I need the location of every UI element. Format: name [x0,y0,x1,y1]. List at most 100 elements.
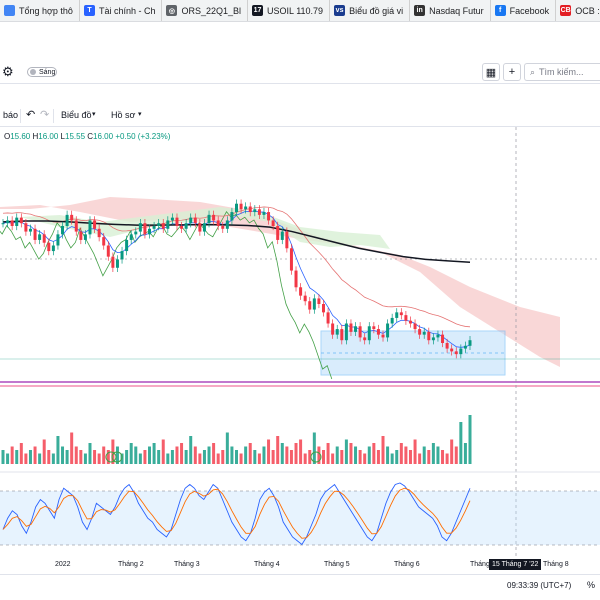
chart-area[interactable]: O15.60 H16.00 L15.55 C16.00 +0.50 (+3.23… [0,127,600,600]
volume-bar [93,450,97,464]
volume-bar [152,443,156,464]
volume-bar [422,446,426,464]
candle-body [354,326,358,332]
bookmark-item[interactable]: f Facebook [491,0,557,21]
candle-body [427,331,431,341]
bookmark-item[interactable]: 17 USOIL 110.79 [248,0,331,21]
layout-grid-icon[interactable]: ▦ [482,63,500,81]
candle-body [308,301,312,310]
volume-bar [340,450,344,464]
gear-icon[interactable]: ⚙ [2,64,14,79]
globe-icon: ◎ [166,5,178,16]
volume-bar [326,443,330,464]
candle-body [10,220,14,226]
ohlc-low-key: L [60,132,65,141]
candle-body [257,209,261,215]
volume-bar [166,453,170,464]
volume-bar [280,443,284,464]
clock[interactable]: 09:33:39 (UTC+7) [507,581,572,590]
volume-bar [244,446,248,464]
candle-body [74,220,78,232]
bookmark-label: ORS_22Q1_Bl [181,5,242,16]
volume-bar [395,450,399,464]
profile-menu-button[interactable]: Hồ sơ [111,110,136,120]
add-icon[interactable]: + [503,63,521,81]
candle-body [33,228,37,240]
volume-bar [56,436,60,464]
volume-bar [235,450,238,464]
bookmarks-bar: Tổng hợp thô T Tài chính - Ch ◎ ORS_22Q1_Bl 1… [0,0,600,22]
volume-bar [331,453,335,464]
candle-body [180,226,184,229]
volume-bar [102,446,106,464]
ohlc-low: 15.55 [65,132,86,141]
volume-bar [289,450,293,464]
volume-bar [312,432,316,464]
theme-toggle[interactable]: Sáng [27,67,57,77]
volume-bar [221,450,225,464]
volume-bar [83,453,87,464]
candle-body [216,220,220,226]
ichimoku-cloud-bearish [0,197,560,367]
candle-body [404,315,408,321]
volume-bar [88,443,92,464]
browser-content-top [0,22,600,60]
volume-bar [97,453,101,464]
volume-bar [413,439,417,464]
crosshair-date-label: 15 Tháng 7 '22 [489,559,542,570]
volume-bar [354,446,358,464]
candle-body [138,223,142,232]
candle-body [134,231,138,235]
volume-bar [450,439,454,464]
ohlc-high: 16.00 [38,132,59,141]
candle-body [340,329,344,341]
candle-body [262,212,266,215]
undo-icon[interactable]: ↶ [26,109,36,121]
candle-body [331,323,335,335]
candle-body [253,209,257,213]
candle-body [28,228,32,232]
volume-bar [408,450,412,464]
candle-body [271,220,275,226]
candle-body [129,234,133,240]
volume-bar [70,432,74,464]
candle-body [148,228,152,235]
candle-body [418,329,422,335]
time-axis-label: Tháng 6 [394,561,420,568]
bookmark-item[interactable]: vs Biểu đồ giá vi [330,0,411,21]
time-axis-label: Tháng 5 [324,561,350,568]
candle-body [431,337,435,341]
percent-toggle[interactable]: % [587,580,596,590]
candle-body [239,203,243,210]
search-input[interactable]: ⌕ Tìm kiếm... [524,63,600,81]
price-chart-svg[interactable] [0,127,600,558]
bookmark-item[interactable]: ◎ ORS_22Q1_Bl [162,0,249,21]
bookmark-item[interactable]: Tổng hợp thô [0,0,80,21]
alert-button[interactable]: báo [3,110,19,120]
candle-body [161,223,165,229]
candle-body [152,226,156,229]
volume-bar [129,443,133,464]
volume-bar [65,450,69,464]
volume-bar [267,439,271,464]
bookmark-label: Nasdaq Futur [429,5,484,16]
chart-menu-button[interactable]: Biểu đồ [61,110,92,120]
volume-bar [363,453,367,464]
candle-body [267,212,271,221]
candle-body [294,270,298,288]
ohlc-close-key: C [87,132,94,141]
candle-body [166,220,170,229]
volume-bar [257,453,261,464]
volume-bar [170,450,174,464]
tradingview-icon: T [83,5,95,16]
candle-body [111,256,115,268]
bookmark-item[interactable]: T Tài chính - Ch [80,0,163,21]
ohlc-close: 16.00 [93,132,114,141]
bookmark-label: Biểu đồ giá vi [349,5,404,16]
volume-bar [372,443,376,464]
bookmark-item[interactable]: in Nasdaq Futur [410,0,491,21]
time-axis[interactable]: 2022 Tháng 2 Tháng 3 Tháng 4 Tháng 5 Tháng 6 T… [0,558,600,572]
volume-bar [225,432,229,464]
redo-icon[interactable]: ↷ [40,109,50,121]
